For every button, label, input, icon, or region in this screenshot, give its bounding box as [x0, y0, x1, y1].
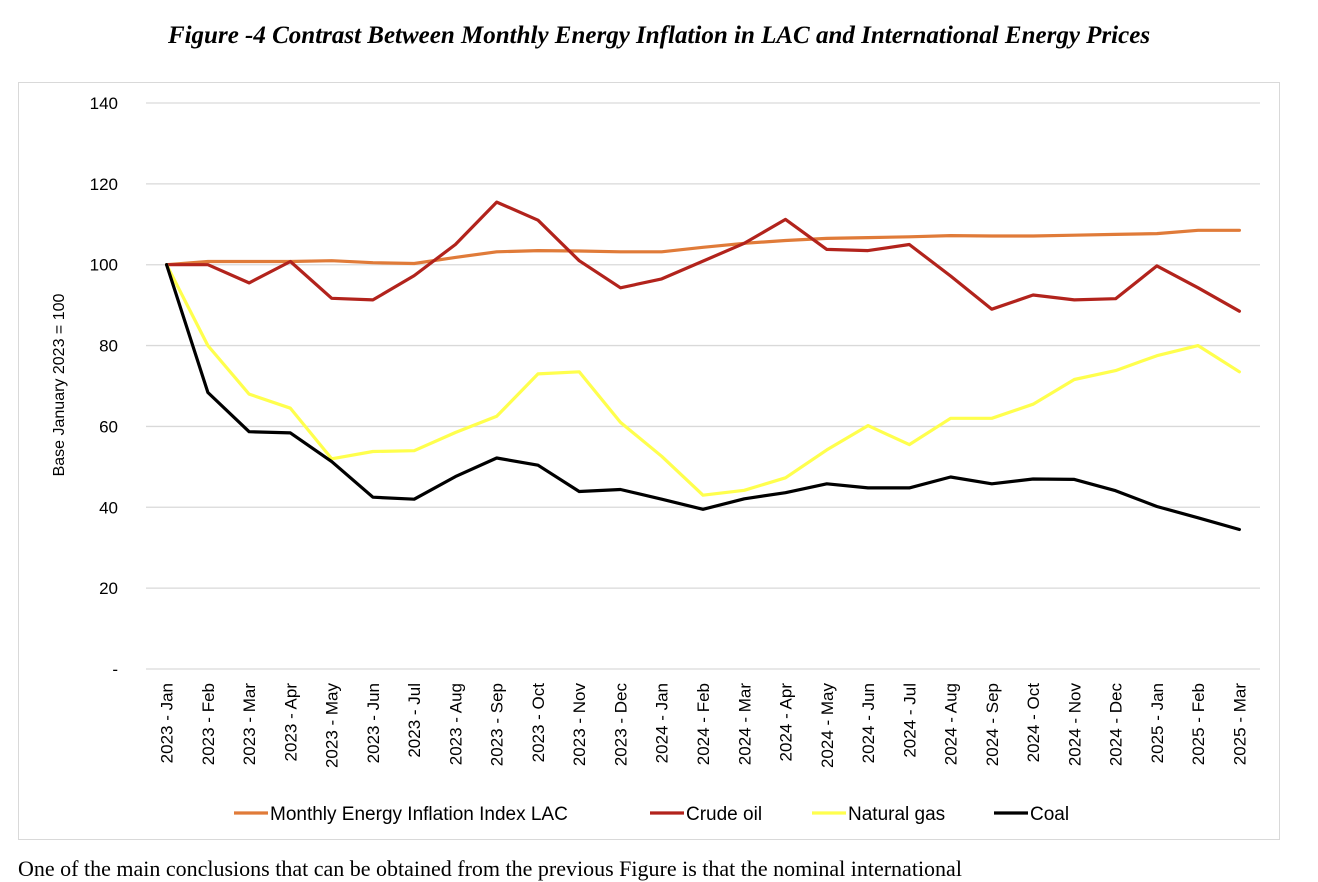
y-tick-label: -	[112, 660, 118, 679]
x-tick-label: 2024 - Oct	[1024, 683, 1043, 763]
x-tick-label: 2023 - Mar	[240, 683, 259, 766]
x-tick-label: 2023 - Feb	[199, 683, 218, 765]
x-tick-label: 2025 - Mar	[1230, 683, 1249, 766]
y-tick-labels: - 20 40 60 80 100 120 140	[90, 94, 118, 679]
x-tick-label: 2023 - Nov	[570, 683, 589, 767]
x-tick-label: 2024 - Dec	[1107, 683, 1126, 767]
figure-title: Figure -4 Contrast Between Monthly Energ…	[167, 22, 1151, 49]
x-tick-label: 2023 - Aug	[446, 683, 465, 765]
x-tick-label: 2023 - Jun	[364, 683, 383, 763]
x-tick-label: 2023 - Apr	[281, 683, 300, 762]
series-line-0	[165, 228, 1242, 267]
x-tick-label: 2024 - Feb	[694, 683, 713, 765]
y-tick-label: 100	[90, 256, 118, 275]
series-line-3	[165, 263, 1242, 532]
x-tick-label: 2024 - Mar	[735, 683, 754, 766]
x-tick-label: 2024 - Aug	[942, 683, 961, 765]
legend-label: Natural gas	[848, 804, 945, 825]
x-tick-label: 2023 - Oct	[529, 683, 548, 763]
y-tick-label: 60	[99, 417, 118, 436]
x-tick-label: 2024 - Jan	[653, 683, 672, 763]
gridlines	[146, 102, 1260, 670]
x-tick-label: 2024 - Sep	[983, 683, 1002, 766]
series-line-2	[165, 263, 1242, 497]
legend-label: Coal	[1030, 804, 1069, 825]
y-tick-label: 40	[99, 498, 118, 517]
x-tick-label: 2024 - May	[818, 683, 837, 769]
x-tick-label: 2023 - Dec	[611, 683, 630, 767]
series-lines	[165, 200, 1242, 532]
x-tick-label: 2025 - Jan	[1148, 683, 1167, 763]
x-tick-label: 2023 - Jul	[405, 683, 424, 758]
x-tick-label: 2023 - May	[323, 683, 342, 769]
legend-label: Monthly Energy Inflation Index LAC	[270, 804, 568, 825]
x-tick-label: 2024 - Jun	[859, 683, 878, 763]
x-tick-label: 2024 - Jul	[900, 683, 919, 758]
x-tick-label: 2024 - Nov	[1065, 683, 1084, 767]
y-tick-label: 140	[90, 94, 118, 113]
y-axis-label: Base January 2023 = 100	[51, 294, 68, 477]
legend: Monthly Energy Inflation Index LAC Crude …	[234, 804, 1069, 825]
x-tick-label: 2024 - Apr	[777, 683, 796, 762]
series-line-1	[165, 200, 1242, 313]
chart-frame	[18, 82, 1280, 840]
x-tick-label: 2025 - Feb	[1189, 683, 1208, 765]
y-tick-label: 120	[90, 175, 118, 194]
y-tick-label: 80	[99, 337, 118, 356]
x-tick-label: 2023 - Sep	[488, 683, 507, 766]
legend-label: Crude oil	[686, 804, 762, 825]
x-tick-labels: 2023 - Jan 2023 - Feb 2023 - Mar 2023 - Apr…	[158, 683, 1250, 769]
y-tick-label: 20	[99, 579, 118, 598]
body-text: One of the main conclusions that can be …	[18, 856, 962, 881]
x-tick-label: 2023 - Jan	[158, 683, 177, 763]
